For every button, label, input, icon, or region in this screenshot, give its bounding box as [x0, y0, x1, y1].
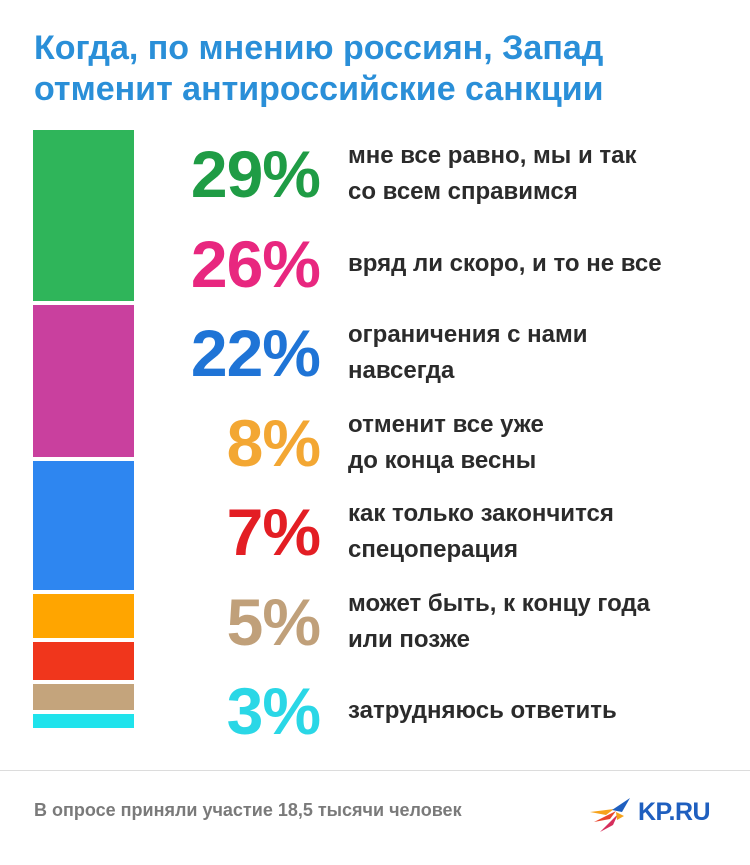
category-label: мне все равно, мы и так со всем справимся — [348, 128, 738, 220]
category-label-line: отменит все уже — [348, 410, 544, 438]
stacked-bar — [33, 130, 134, 732]
percent-label: 22% — [190, 316, 321, 390]
legend-row: 5% может быть, к концу года или позже — [140, 576, 740, 668]
bar-segment — [33, 641, 134, 680]
legend-row: 8% отменит все уже до конца весны — [140, 397, 740, 489]
percent-label: 7% — [226, 495, 321, 569]
category-label: может быть, к концу года или позже — [348, 576, 738, 668]
bar-segment — [33, 304, 134, 458]
chart-title-line-1: Когда, по мнению россиян, Запад — [34, 29, 604, 67]
percent-label: 26% — [190, 226, 321, 301]
bar-segment — [33, 713, 134, 728]
bar-segment — [33, 593, 134, 638]
percent-label: 8% — [226, 405, 321, 480]
category-label: отменит все уже до конца весны — [348, 397, 738, 489]
kp-bird-icon — [590, 798, 630, 832]
category-label-line: как только закончится — [348, 500, 614, 527]
percent-label: 29% — [190, 137, 321, 211]
legend-row: 7% как только закончится спецоперация — [140, 486, 740, 578]
chart-title-line-2: отменит антироссийские санкции — [34, 70, 604, 108]
category-label: ограничения с нами навсегда — [348, 307, 738, 399]
category-label-line: мне все равно, мы и так — [348, 142, 637, 169]
legend-row: 29% мне все равно, мы и так со всем справи… — [140, 128, 740, 220]
category-label-line: может быть, к концу года — [348, 589, 651, 617]
legend-row: 22% ограничения с нами навсегда — [140, 307, 740, 399]
category-label-line: или позже — [348, 625, 470, 653]
category-label-line: до конца весны — [348, 446, 537, 474]
category-label-line: вряд ли скоро, и то не все — [348, 249, 662, 277]
category-label: вряд ли скоро, и то не все — [348, 218, 738, 310]
bar-segment — [33, 130, 134, 301]
kp-logo-text: KP.RU — [638, 798, 711, 826]
legend-row: 26% вряд ли скоро, и то не все — [140, 218, 740, 310]
category-label-line: навсегда — [348, 357, 455, 384]
legend-row: 3% затрудняюсь ответить — [140, 665, 740, 757]
chart-title: Когда, по мнению россиян, Запад отменит … — [34, 28, 734, 110]
footer-divider — [0, 770, 750, 771]
category-label-line: ограничения с нами — [348, 321, 588, 348]
kp-logo: KP.RU — [588, 792, 728, 838]
category-label-line: спецоперация — [348, 536, 518, 563]
percent-label: 5% — [226, 584, 321, 659]
category-label-line: со всем справимся — [348, 178, 578, 205]
category-label: затрудняюсь ответить — [348, 665, 738, 757]
percent-label: 3% — [226, 674, 321, 748]
bar-segment — [33, 461, 134, 590]
bar-segment — [33, 683, 134, 710]
category-label-line: затрудняюсь ответить — [348, 697, 617, 724]
category-label: как только закончится спецоперация — [348, 486, 738, 578]
survey-note: В опросе приняли участие 18,5 тысячи чел… — [34, 800, 462, 820]
